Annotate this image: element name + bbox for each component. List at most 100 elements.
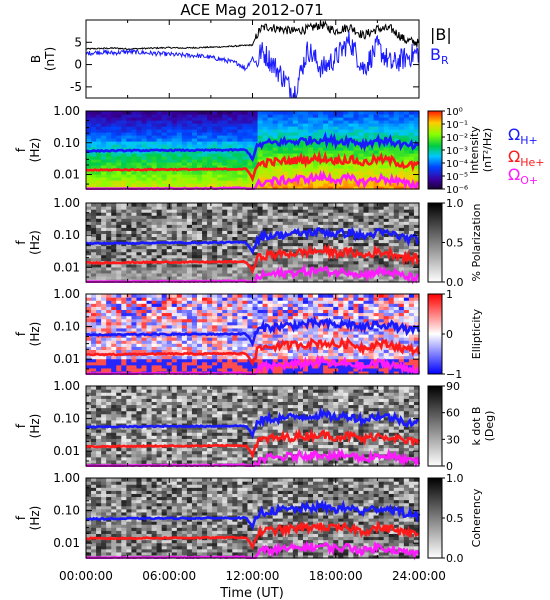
f-ytick-label: 0.10 — [53, 504, 80, 518]
colorbar-tick-label: 1.0 — [446, 197, 464, 210]
colorbar — [427, 110, 443, 190]
colorbar-label: (Deg) — [483, 411, 496, 442]
colorbar-tick-label: 10⁻² — [446, 133, 468, 144]
gyroline-omega-h — [85, 406, 420, 440]
colorbar-tick-label: 0 — [446, 328, 453, 341]
colorbar — [427, 477, 443, 559]
gyroline-omega-h — [85, 499, 421, 531]
time-tick-label: 00:00:00 — [59, 569, 113, 583]
b-ylabel: (nT) — [43, 47, 57, 71]
f-ylabel: f — [14, 147, 28, 152]
f-ytick-label: 0.10 — [53, 136, 80, 150]
f-ytick-label: 1.00 — [53, 104, 80, 118]
colorbar-tick-label: −1 — [446, 368, 462, 381]
colorbar-tick-label: 10⁻¹ — [446, 120, 468, 131]
f-ylabel: f — [14, 515, 28, 520]
colorbar — [427, 202, 443, 283]
legend-omega-o-symbol: Ω — [508, 165, 520, 184]
legend-b-total: |B| — [430, 25, 452, 44]
colorbar-label: Ellipticity — [470, 308, 483, 359]
colorbar-tick-label: 30 — [446, 433, 460, 446]
colorbar-tick-label: 60 — [446, 407, 460, 420]
f-ytick-label: 0.10 — [53, 412, 80, 426]
f-ylabel: (Hz) — [28, 506, 42, 531]
colorbar-tick-label: 10⁰ — [446, 107, 463, 118]
colorbar-tick-label: 90 — [446, 380, 460, 393]
f-ytick-label: 0.01 — [53, 444, 80, 458]
colorbar-label: % Polarization — [470, 204, 483, 282]
f-ytick-label: 0.01 — [53, 352, 80, 366]
f-ytick-label: 1.00 — [53, 471, 80, 485]
colorbar-label: Intensity — [468, 126, 481, 174]
b-ytick-label: 0 — [74, 58, 82, 72]
spectrogram-intensity-spectrogram — [85, 111, 420, 191]
colorbar-label: Coherency — [470, 488, 483, 547]
time-tick-label: 12:00:00 — [226, 569, 280, 583]
time-tick-label: 24:00:00 — [392, 569, 446, 583]
f-ytick-label: 1.00 — [53, 287, 80, 301]
colorbar — [427, 293, 443, 375]
f-ytick-label: 0.10 — [53, 228, 80, 242]
f-ytick-label: 1.00 — [53, 379, 80, 393]
time-tick-label: 06:00:00 — [142, 569, 196, 583]
f-ylabel: f — [14, 331, 28, 336]
gyroline-omega-he — [85, 150, 420, 183]
b-ylabel: B — [29, 55, 43, 63]
colorbar-tick-label: 1 — [446, 288, 453, 301]
legend-omega-h: ΩH+ — [508, 125, 538, 147]
series-line-b-total — [85, 20, 420, 51]
f-ytick-label: 0.01 — [53, 536, 80, 550]
legend-b-r: BR — [430, 45, 449, 67]
colorbar-tick-label: 0.5 — [446, 512, 464, 525]
f-ylabel: (Hz) — [28, 138, 42, 163]
f-ylabel: f — [14, 240, 28, 245]
colorbar-tick-label: 10⁻⁶ — [446, 185, 468, 196]
spectrogram-ellipticity — [85, 294, 421, 376]
colorbar-tick-label: 1.0 — [446, 472, 464, 485]
time-axis-label: Time (UT) — [219, 586, 284, 600]
colorbar-tick-label: 0 — [446, 460, 453, 473]
legend-omega-h-symbol: Ω — [508, 125, 520, 144]
gyroline-omega-he — [85, 336, 421, 367]
colorbar-label: k dot B — [470, 407, 483, 446]
colorbar-tick-label: 10⁻³ — [446, 146, 468, 157]
colorbar-tick-label: 0.0 — [446, 276, 464, 289]
colorbar — [427, 385, 443, 467]
gyroline-omega-h — [85, 131, 420, 163]
legend-omega-h-sub: H+ — [520, 134, 538, 147]
legend-omega-o-sub: O+ — [520, 174, 538, 187]
colorbar-tick-label: 0.0 — [446, 552, 464, 565]
gyroline-omega-h — [86, 315, 421, 348]
colorbar-tick-label: 0.5 — [446, 237, 464, 250]
b-ytick-label: -5 — [70, 80, 82, 94]
f-ylabel: (Hz) — [28, 230, 42, 255]
f-ytick-label: 0.10 — [53, 320, 80, 334]
legend-omega-o: ΩO+ — [508, 165, 538, 187]
b-ytick-label: 5 — [74, 35, 82, 49]
legend-b-r-main: B — [430, 45, 441, 64]
figure-title: ACE Mag 2012-071 — [180, 1, 323, 19]
gyroline-omega-h — [86, 226, 420, 256]
legend-omega-he-sub: He+ — [520, 156, 544, 169]
spectrogram-coherency — [85, 478, 421, 561]
f-ylabel: (Hz) — [28, 322, 42, 347]
spectrogram-panels — [85, 111, 421, 561]
colorbar-label: (nT²/Hz) — [481, 128, 494, 172]
colorbar-tick-label: 10⁻⁵ — [446, 172, 468, 183]
f-ylabel: f — [14, 423, 28, 428]
series-line-b-r — [85, 30, 420, 99]
f-ylabel: (Hz) — [28, 414, 42, 439]
legend-omega-he-symbol: Ω — [508, 147, 520, 166]
gyroline-omega-he — [85, 519, 420, 551]
legend-b-r-sub: R — [441, 54, 449, 67]
legend-omega-he: ΩHe+ — [508, 147, 545, 169]
f-ytick-label: 1.00 — [53, 196, 80, 210]
gyroline-omega-he — [85, 428, 421, 460]
gyroline-omega-he — [85, 243, 421, 275]
magnetic-field-panel — [85, 20, 420, 99]
time-tick-label: 18:00:00 — [309, 569, 363, 583]
spectrogram-wave-normal-angle — [85, 386, 421, 468]
f-ytick-label: 0.01 — [53, 168, 80, 182]
